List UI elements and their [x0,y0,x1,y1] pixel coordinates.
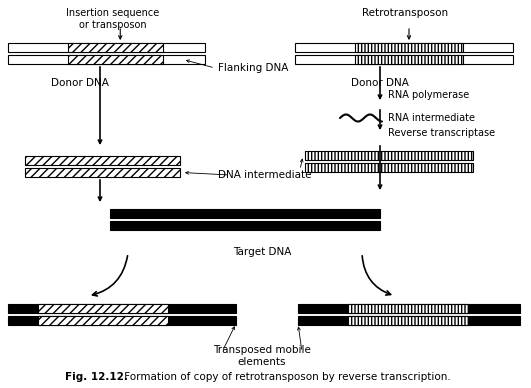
Text: RNA intermediate: RNA intermediate [388,113,475,123]
Text: Formation of copy of retrotransposon by reverse transcription.: Formation of copy of retrotransposon by … [121,372,451,382]
Bar [355,55,463,64]
Bar [348,316,468,325]
Bar [38,304,168,313]
Bar [68,55,163,64]
Bar [8,43,205,52]
Text: Retrotransposon: Retrotransposon [362,8,448,18]
Bar [295,55,513,64]
Bar [25,168,180,177]
Bar [8,55,205,64]
Bar [348,316,468,325]
Text: RNA polymerase: RNA polymerase [388,90,469,100]
Bar [68,55,163,64]
Bar [25,168,180,177]
Bar [305,163,473,172]
Bar [305,163,473,172]
Bar [110,221,380,230]
Text: Fig. 12.12.: Fig. 12.12. [65,372,128,382]
Bar [305,151,473,160]
Bar [355,55,463,64]
Text: Target DNA: Target DNA [233,247,291,257]
Bar [8,304,236,313]
Bar [68,43,163,52]
Bar [38,304,168,313]
Bar [38,316,168,325]
Text: Flanking DNA: Flanking DNA [218,63,288,73]
Text: Reverse transcriptase: Reverse transcriptase [388,128,495,138]
Text: DNA intermediate: DNA intermediate [218,170,312,180]
Bar [25,156,180,165]
Bar [298,304,520,313]
Bar [110,209,380,218]
Bar [298,316,520,325]
Text: Donor DNA: Donor DNA [351,78,409,88]
Bar [305,151,473,160]
Bar [295,43,513,52]
Text: Insertion sequence
or transposon: Insertion sequence or transposon [66,8,160,29]
Bar [355,43,463,52]
Bar [348,304,468,313]
Bar [348,304,468,313]
Bar [355,43,463,52]
Text: Donor DNA: Donor DNA [51,78,109,88]
Bar [38,316,168,325]
Text: Transposed mobile
elements: Transposed mobile elements [213,345,311,367]
Bar [68,43,163,52]
Bar [25,156,180,165]
Bar [8,316,236,325]
